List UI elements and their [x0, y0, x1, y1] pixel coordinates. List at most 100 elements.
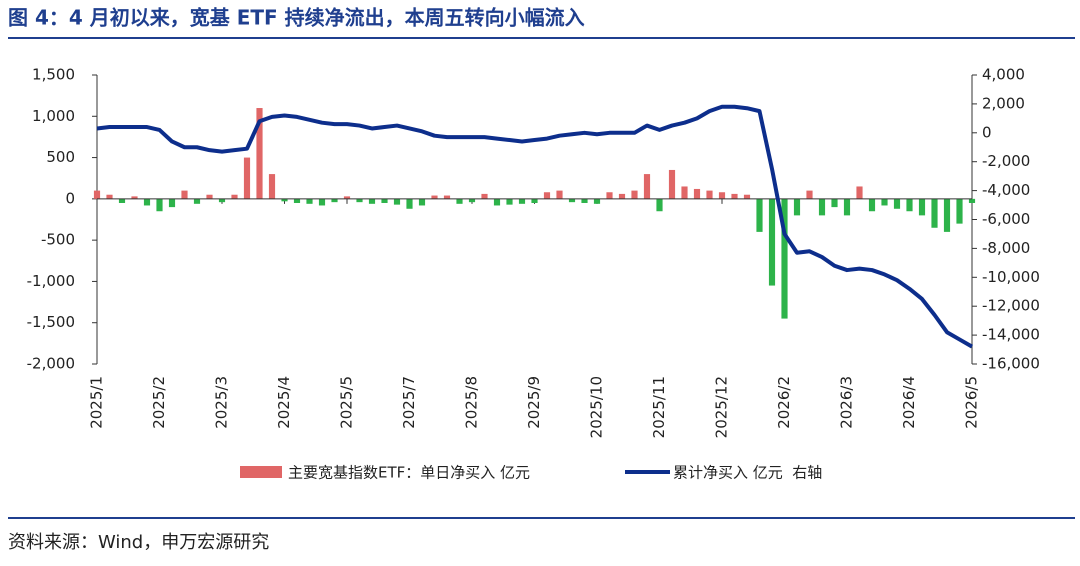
bar: [456, 198, 463, 204]
bar: [368, 198, 376, 204]
bar: [106, 194, 113, 199]
bar: [881, 198, 888, 206]
y2-tick-label: -2,000: [982, 152, 1030, 170]
x-tick-label: 2026/5: [963, 376, 981, 429]
y-tick-label: 1,000: [32, 107, 75, 125]
bar: [331, 198, 338, 203]
bar: [293, 198, 301, 203]
x-tick-label: 2026/2: [775, 376, 793, 429]
bar: [856, 186, 863, 199]
bar: [431, 195, 438, 199]
bar: [718, 192, 726, 199]
bar: [393, 198, 401, 205]
bar: [581, 198, 588, 203]
source: 资料来源：Wind，申万宏源研究: [8, 532, 269, 553]
y-tick-label: -2,000: [27, 355, 75, 373]
bar: [181, 190, 188, 199]
y-tick-label: -1,000: [27, 272, 75, 290]
bar: [868, 198, 876, 212]
legend-label: 累计净买入 亿元 右轴: [673, 464, 822, 482]
bar: [893, 198, 901, 209]
x-tick-label: 2025/7: [400, 376, 418, 429]
bar: [768, 198, 776, 286]
y2-tick-label: -16,000: [982, 355, 1040, 373]
y2-tick-label: 2,000: [982, 94, 1025, 112]
bar: [906, 198, 913, 212]
x-tick-label: 2026/3: [838, 376, 856, 429]
bar: [506, 198, 513, 205]
bar: [843, 198, 851, 216]
bar: [731, 193, 738, 199]
y-tick-label: 500: [46, 148, 75, 166]
bar: [543, 192, 551, 199]
bar: [931, 198, 938, 228]
bar: [631, 190, 638, 199]
bar: [281, 198, 288, 202]
bar: [781, 198, 788, 319]
bar: [193, 198, 201, 204]
bar: [318, 198, 326, 206]
bar: [606, 192, 613, 199]
y-tick-label: 0: [65, 189, 75, 207]
y2-tick-label: 0: [982, 123, 992, 141]
bar: [956, 198, 963, 224]
bar: [681, 186, 688, 199]
bar: [268, 174, 276, 199]
bar: [593, 198, 601, 204]
bar: [568, 198, 576, 203]
x-tick-label: 2025/1: [88, 376, 106, 429]
x-tick-label: 2025/12: [713, 376, 731, 438]
bar: [343, 196, 351, 199]
bar: [818, 198, 826, 216]
bar: [831, 198, 838, 208]
y2-tick-label: -14,000: [982, 326, 1040, 344]
y2-tick-label: 4,000: [982, 66, 1025, 84]
x-tick-label: 2025/8: [463, 376, 481, 429]
bar: [518, 198, 526, 204]
bar: [556, 190, 563, 199]
bar: [218, 198, 226, 203]
bar: [968, 198, 976, 203]
bar: [806, 190, 813, 199]
line: [96, 104, 974, 349]
y2-tick-label: -6,000: [982, 210, 1030, 228]
bar: [406, 198, 413, 209]
legend-swatch: [240, 466, 282, 478]
bar: [918, 198, 926, 216]
bar: [243, 157, 251, 199]
bar: [493, 198, 501, 206]
bar: [531, 198, 538, 203]
bar: [468, 198, 476, 203]
legend-label: 主要宽基指数ETF：单日净买入 亿元: [288, 464, 530, 482]
bar: [381, 198, 388, 203]
bar: [93, 190, 101, 199]
bar: [168, 198, 176, 208]
bar: [443, 195, 451, 199]
bar: [231, 194, 238, 199]
x-tick-label: 2025/9: [525, 376, 543, 429]
bar: [793, 198, 801, 216]
x-tick-label: 2025/3: [213, 376, 231, 429]
bar: [756, 198, 763, 232]
x-tick-label: 2026/4: [900, 376, 918, 429]
bar: [131, 196, 138, 199]
bar: [256, 108, 263, 199]
bar: [668, 169, 676, 199]
x-tick-label: 2025/5: [338, 376, 356, 429]
y2-tick-label: -10,000: [982, 268, 1040, 286]
bar: [743, 194, 751, 199]
bar: [943, 198, 951, 232]
bar: [693, 188, 701, 199]
bar: [418, 198, 426, 206]
y2-tick-label: -8,000: [982, 239, 1030, 257]
y-tick-label: -500: [41, 231, 75, 249]
x-tick-label: 2025/11: [650, 376, 668, 438]
bar: [306, 198, 313, 204]
bar: [143, 198, 151, 206]
bar: [706, 190, 713, 199]
bar: [643, 174, 651, 199]
x-tick-label: 2025/2: [150, 376, 168, 429]
bar: [656, 198, 663, 212]
chart-title: 图 4：4 月初以来，宽基 ETF 持续净流出，本周五转向小幅流入: [8, 6, 585, 30]
